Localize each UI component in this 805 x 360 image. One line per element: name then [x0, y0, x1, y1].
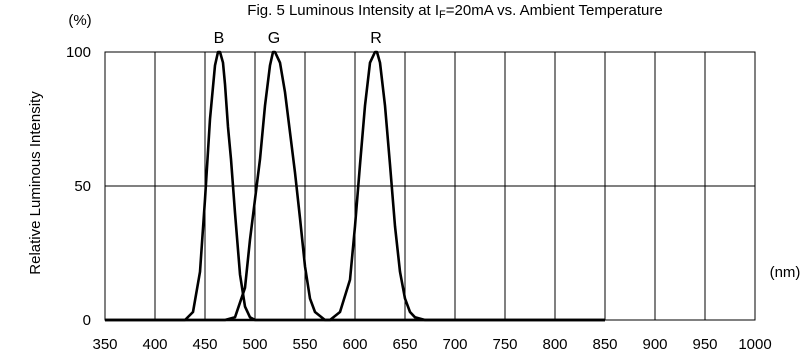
x-tick-label: 800: [542, 336, 567, 353]
x-unit-label: (nm): [770, 264, 801, 281]
series-label-g: G: [268, 30, 280, 47]
series-line-r: [105, 50, 605, 322]
x-tick-label: 700: [442, 336, 467, 353]
series-group: [105, 50, 605, 322]
y-tick-label: 50: [74, 178, 91, 195]
y-tick-label: 100: [66, 44, 91, 61]
chart-title-suffix: =20mA vs. Ambient Temperature: [446, 2, 663, 19]
grid: [105, 52, 755, 320]
series-line-b: [105, 50, 605, 322]
x-tick-label: 1000: [738, 336, 771, 353]
x-tick-label: 750: [492, 336, 517, 353]
chart-title: Fig. 5 Luminous Intensity at IF=20mA vs.…: [247, 2, 662, 21]
tick-labels: 350 400 450 500 550 600 650 700 750 800 850 900 950 1…: [66, 44, 772, 353]
x-tick-label: 450: [192, 336, 217, 353]
y-axis-label: Relative Luminous Intensity: [27, 91, 44, 275]
y-tick-label: 0: [83, 312, 91, 329]
chart-title-subscript: F: [439, 9, 446, 21]
series-label-r: R: [370, 30, 382, 47]
series-label-b: B: [214, 30, 225, 47]
y-unit-label: (%): [68, 12, 91, 29]
x-tick-label: 650: [392, 336, 417, 353]
x-tick-label: 400: [142, 336, 167, 353]
x-tick-label: 850: [592, 336, 617, 353]
x-tick-label: 950: [692, 336, 717, 353]
x-tick-label: 500: [242, 336, 267, 353]
series-line-g: [105, 50, 605, 322]
x-tick-label: 550: [292, 336, 317, 353]
x-tick-label: 600: [342, 336, 367, 353]
x-tick-label: 350: [92, 336, 117, 353]
x-tick-label: 900: [642, 336, 667, 353]
